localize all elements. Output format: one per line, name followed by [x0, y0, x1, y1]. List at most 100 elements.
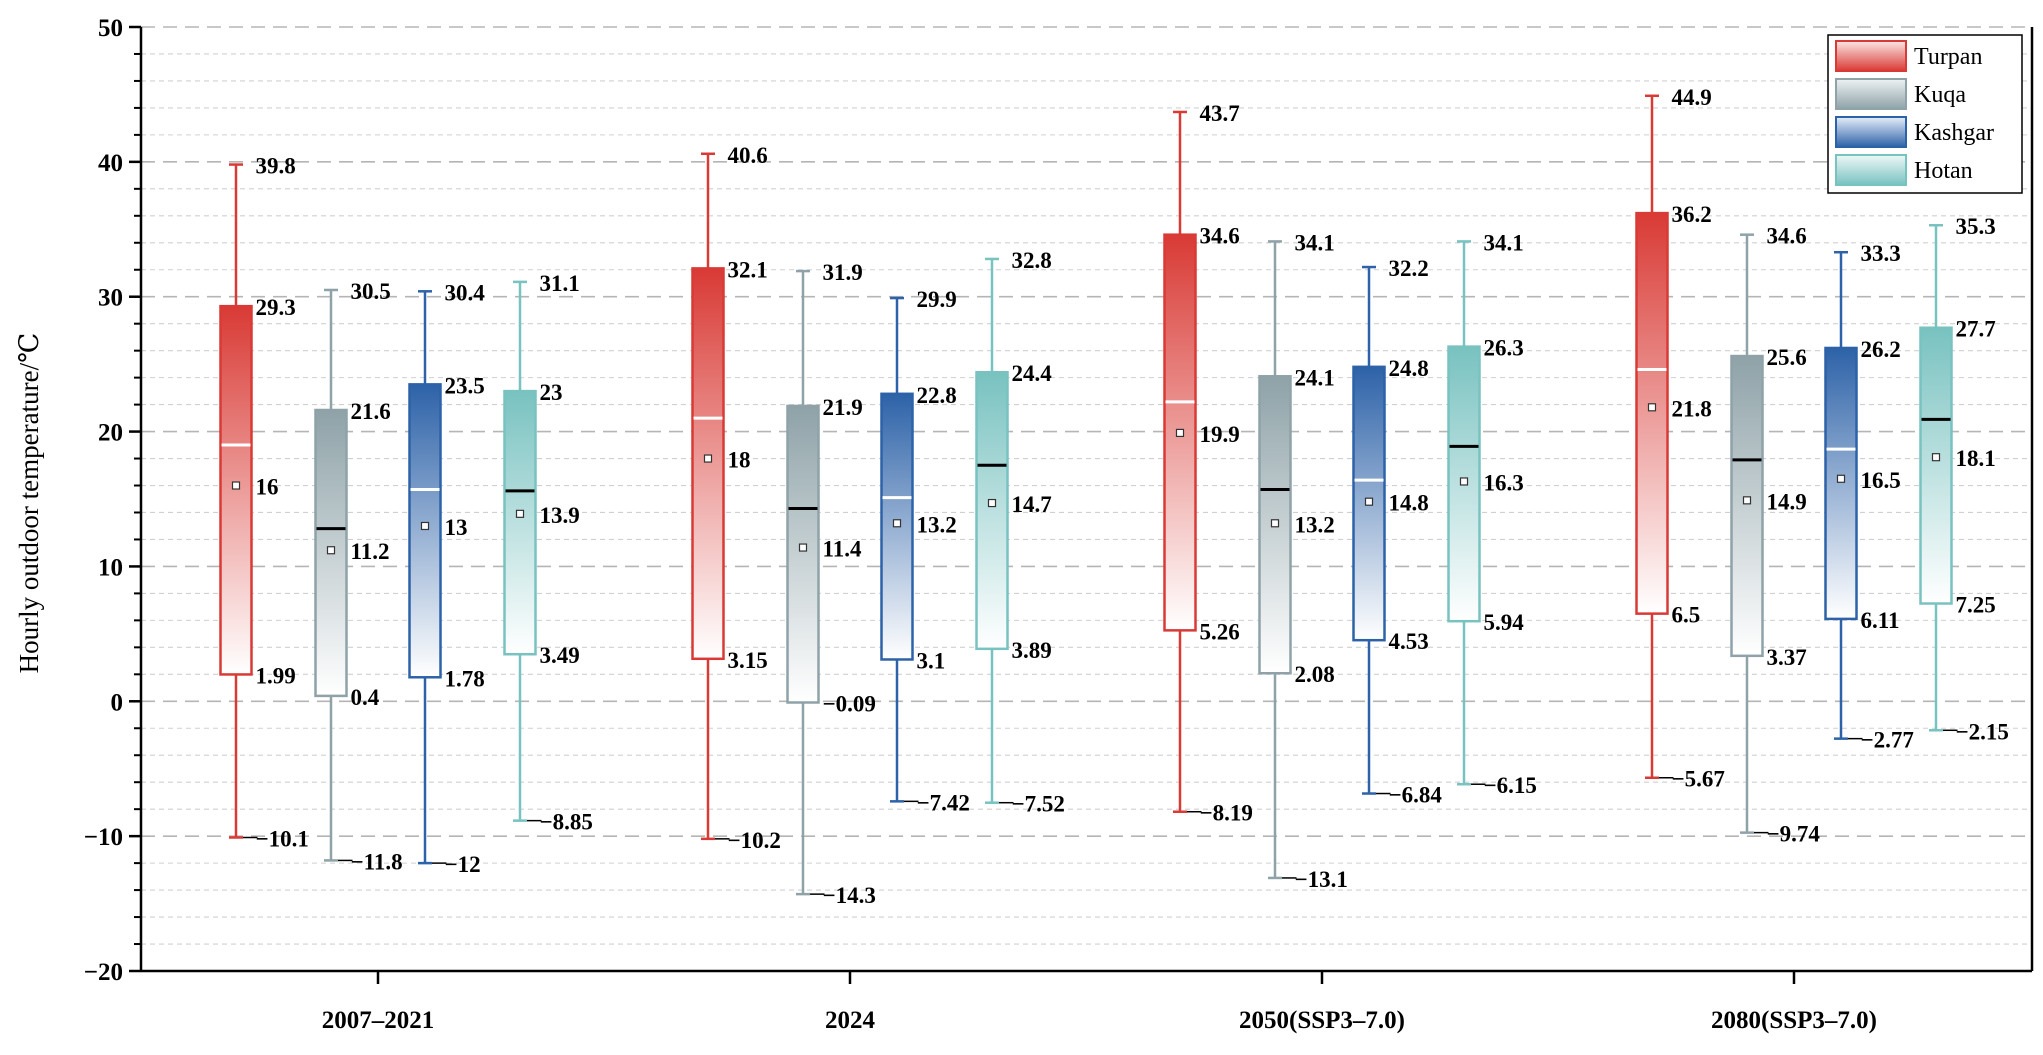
min-label: −5.67 [1672, 767, 1725, 792]
y-tick-label: −10 [84, 824, 123, 851]
mean-label: 13.2 [1295, 512, 1335, 537]
mean-marker [798, 543, 808, 552]
mean-marker [1931, 453, 1941, 462]
q1-label: 0.4 [351, 685, 380, 710]
y-tick-label: 10 [98, 554, 123, 581]
q1-label: 6.5 [1672, 603, 1701, 628]
min-label: −10.2 [728, 828, 781, 853]
mean-label: 16.5 [1861, 468, 1901, 493]
min-label: −6.15 [1484, 773, 1537, 798]
q3-label: 36.2 [1672, 202, 1712, 227]
box-rect [1824, 346, 1858, 621]
x-tick-label: 2050(SSP3–7.0) [1239, 1007, 1405, 1034]
mean-marker [326, 546, 336, 555]
legend-label: Kuqa [1914, 82, 1966, 108]
legend-swatch [1835, 116, 1907, 148]
legend: Turpan Kuqa Kashgar Hotan [1827, 34, 2023, 194]
mean-label: 11.4 [823, 537, 862, 562]
mean-marker [703, 454, 713, 463]
value-labels: 39.8 29.3 16 1.99 −10.1 40.6 32.1 18 3.15 −10.2 43… [243, 85, 2009, 908]
x-tick-label: 2080(SSP3–7.0) [1711, 1007, 1877, 1034]
q3-label: 22.8 [917, 383, 957, 408]
max-label: 34.1 [1484, 230, 1524, 255]
max-label: 34.1 [1295, 230, 1335, 255]
mean-label: 16 [256, 475, 279, 500]
q3-label: 25.6 [1767, 345, 1807, 370]
box-rect [691, 267, 725, 661]
q3-label: 27.7 [1956, 317, 1996, 342]
legend-swatch [1835, 40, 1907, 72]
q3-label: 21.9 [823, 395, 863, 420]
q3-label: 26.3 [1484, 336, 1524, 361]
axes: −20 −10 0 10 20 30 40 50 2007–2021 2024 2050(SSP3–… [84, 15, 2034, 1034]
box-rect [786, 404, 820, 704]
q1-label: 3.15 [728, 648, 768, 673]
mean-marker [1270, 519, 1280, 528]
legend-swatch [1835, 78, 1907, 110]
mean-marker [1647, 403, 1657, 412]
mean-label: 14.9 [1767, 489, 1807, 514]
grid-lines [141, 26, 2032, 945]
y-tick-label: 50 [98, 15, 123, 42]
q3-label: 34.6 [1200, 224, 1240, 249]
q3-label: 29.3 [256, 295, 296, 320]
box-rect [219, 304, 253, 676]
box-rect [408, 383, 442, 679]
mean-label: 18.1 [1956, 446, 1996, 471]
mean-label: 11.2 [351, 539, 390, 564]
min-label: −8.85 [540, 810, 593, 835]
mean-label: 19.9 [1200, 422, 1240, 447]
box-rect [975, 370, 1009, 651]
box-rect [1730, 354, 1764, 658]
mean-marker [420, 521, 430, 531]
min-label: −10.1 [256, 826, 309, 851]
max-label: 30.5 [351, 279, 391, 304]
min-label: −2.15 [1956, 719, 2009, 744]
max-label: 40.6 [728, 143, 768, 168]
y-tick-label: 40 [98, 150, 123, 177]
q1-label: 3.49 [540, 643, 580, 668]
mean-marker [1836, 474, 1846, 483]
min-label: −6.84 [1389, 783, 1443, 808]
box-rect [1919, 326, 1953, 605]
q3-label: 32.1 [728, 257, 768, 282]
q3-label: 26.2 [1861, 337, 1901, 362]
max-label: 33.3 [1861, 241, 1901, 266]
q1-label: 7.25 [1956, 593, 1996, 618]
mean-marker [1175, 428, 1185, 438]
mean-marker [231, 481, 241, 490]
mean-label: 18 [728, 448, 751, 473]
q1-label: 3.89 [1012, 638, 1052, 663]
mean-marker [515, 509, 525, 518]
y-tick-label: 30 [98, 285, 123, 312]
max-label: 32.8 [1012, 248, 1052, 273]
legend-label: Hotan [1914, 158, 1973, 184]
mean-marker [987, 498, 997, 508]
mean-label: 16.3 [1484, 470, 1524, 495]
legend-label: Turpan [1914, 44, 1982, 70]
q1-label: 5.94 [1484, 610, 1525, 635]
mean-marker [1459, 477, 1469, 486]
min-label: −11.8 [351, 849, 403, 874]
q3-label: 23 [540, 380, 563, 405]
q1-label: 3.37 [1767, 645, 1807, 670]
min-label: −14.3 [823, 883, 876, 908]
min-label: −8.19 [1200, 801, 1253, 826]
q3-label: 21.6 [351, 399, 391, 424]
min-label: −9.74 [1767, 822, 1821, 847]
q1-label: 6.11 [1861, 608, 1900, 633]
min-label: −13.1 [1295, 867, 1348, 892]
max-label: 35.3 [1956, 214, 1996, 239]
mean-label: 14.8 [1389, 491, 1429, 516]
max-label: 32.2 [1389, 256, 1429, 281]
legend-swatch [1835, 154, 1907, 186]
max-label: 31.9 [823, 260, 863, 285]
mean-marker [1742, 496, 1752, 505]
max-label: 29.9 [917, 287, 957, 312]
max-label: 31.1 [540, 271, 580, 296]
min-label: −2.77 [1861, 728, 1914, 753]
box-series [219, 94, 1953, 896]
mean-label: 13.9 [540, 503, 580, 528]
mean-label: 14.7 [1012, 492, 1052, 517]
